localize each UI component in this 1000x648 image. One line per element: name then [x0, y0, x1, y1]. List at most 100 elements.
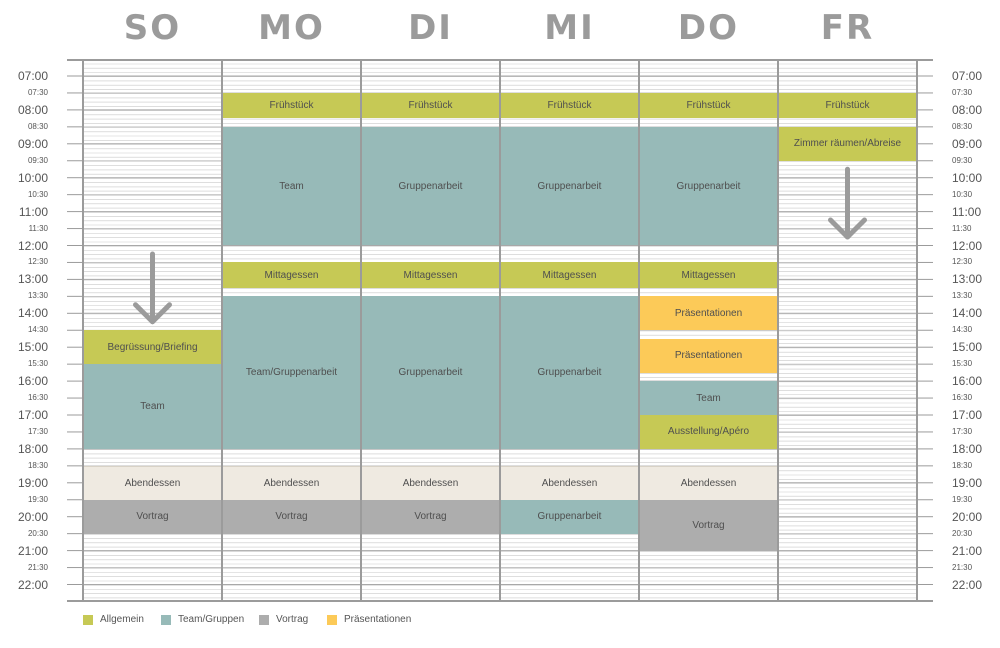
event-block: Team	[223, 126, 360, 246]
time-label-right: 08:00	[952, 102, 983, 117]
time-label-left: 17:00	[17, 408, 48, 422]
event-block: Vortrag	[640, 499, 777, 551]
time-label-right: 09:00	[952, 136, 983, 151]
day-header-mo: MO	[258, 8, 325, 48]
time-label-right: 14:00	[952, 306, 983, 321]
time-label-left: 14:00	[17, 306, 48, 321]
time-label-right: 13:00	[952, 272, 983, 287]
time-label-right: 21:30	[952, 562, 973, 572]
event-block: Ausstellung/Apéro	[640, 415, 777, 449]
time-label-left: 09:30	[27, 155, 48, 165]
day-header-so: SO	[123, 8, 182, 48]
event-block: Frühstück	[223, 92, 360, 119]
event-block: Begrüssung/Briefing	[84, 330, 221, 365]
legend-item-allgemein: Allgemein	[83, 614, 144, 625]
time-label-right: 20:30	[952, 528, 973, 538]
time-label-left: 17:30	[27, 426, 48, 436]
time-label-right: 18:30	[952, 460, 973, 470]
down-arrow-icon	[828, 166, 867, 240]
legend-swatch	[327, 614, 337, 625]
time-label-left: 18:00	[17, 441, 48, 456]
time-label-right: 19:30	[952, 494, 973, 504]
time-label-left: 12:00	[17, 238, 48, 253]
legend-label: Vortrag	[276, 614, 309, 625]
time-label-right: 12:00	[952, 238, 983, 253]
event-block: Gruppenarbeit	[501, 126, 638, 246]
time-label-left: 21:00	[17, 543, 48, 558]
time-label-right: 07:00	[952, 69, 983, 83]
time-label-right: 21:00	[952, 543, 983, 558]
time-label-left: 22:00	[17, 577, 48, 592]
time-label-left: 13:00	[17, 272, 48, 287]
time-label-right: 16:00	[952, 374, 983, 389]
legend-swatch	[83, 614, 93, 625]
time-label-left: 12:30	[27, 257, 48, 267]
event-block: Mittagessen	[362, 262, 499, 288]
event-block: Abendessen	[362, 465, 499, 500]
time-label-right: 15:30	[952, 359, 973, 369]
event-block: Mittagessen	[501, 262, 638, 288]
legend-label: Team/Gruppen	[178, 614, 245, 625]
time-label-left: 16:30	[27, 393, 48, 403]
time-label-right: 17:00	[952, 408, 983, 422]
time-label-right: 07:30	[952, 87, 973, 97]
time-label-left: 16:00	[17, 374, 48, 389]
time-label-left: 19:00	[17, 475, 48, 490]
time-label-right: 17:30	[952, 426, 973, 436]
event-block: Gruppenarbeit	[501, 296, 638, 449]
time-label-right: 11:00	[952, 204, 982, 219]
time-label-right: 10:30	[952, 189, 973, 199]
event-block: Gruppenarbeit	[362, 126, 499, 246]
time-label-left: 20:30	[27, 528, 48, 538]
day-header-mi: MI	[544, 8, 595, 48]
legend-swatch	[259, 614, 269, 625]
time-label-left: 09:00	[17, 136, 48, 151]
event-block: Frühstück	[779, 92, 916, 119]
event-block: Frühstück	[640, 92, 777, 119]
time-label-left: 11:00	[18, 204, 48, 219]
day-header-di: DI	[408, 8, 453, 48]
legend-item-praesentation: Präsentationen	[327, 614, 411, 625]
event-block: Team	[84, 364, 221, 449]
time-label-right: 08:30	[952, 121, 973, 131]
time-label-left: 07:30	[27, 87, 48, 97]
legend-label: Allgemein	[100, 614, 144, 625]
time-label-left: 15:00	[17, 340, 48, 355]
event-block: Abendessen	[84, 465, 221, 500]
legend-swatch	[161, 614, 171, 625]
time-label-right: 11:30	[952, 223, 972, 233]
event-block: Gruppenarbeit	[362, 296, 499, 449]
event-block: Team	[640, 381, 777, 415]
down-arrow-icon	[133, 251, 172, 325]
day-header-fr: FR	[820, 8, 875, 48]
time-label-right: 19:00	[952, 475, 983, 490]
time-label-right: 14:30	[952, 325, 973, 335]
time-label-right: 13:30	[952, 291, 973, 301]
event-block: Präsentationen	[640, 338, 777, 373]
event-block: Frühstück	[362, 92, 499, 119]
event-block: Mittagessen	[640, 262, 777, 288]
time-label-right: 15:00	[952, 340, 983, 355]
time-label-left: 10:30	[27, 189, 48, 199]
time-label-left: 11:30	[28, 223, 48, 233]
time-label-left: 21:30	[27, 562, 48, 572]
time-label-right: 10:00	[952, 170, 983, 185]
time-label-right: 20:00	[952, 509, 983, 524]
time-label-left: 18:30	[27, 460, 48, 470]
day-header-do: DO	[677, 8, 740, 48]
time-label-left: 19:30	[27, 494, 48, 504]
time-label-left: 20:00	[17, 509, 48, 524]
time-label-left: 08:30	[27, 121, 48, 131]
event-block: Vortrag	[362, 499, 499, 534]
time-label-right: 18:00	[952, 441, 983, 456]
event-block: Vortrag	[84, 499, 221, 534]
time-label-left: 14:30	[27, 325, 48, 335]
time-label-right: 09:30	[952, 155, 973, 165]
event-block: Zimmer räumen/Abreise	[779, 126, 916, 161]
event-block: Mittagessen	[223, 262, 360, 288]
time-label-left: 07:00	[17, 69, 48, 83]
event-block: Abendessen	[640, 465, 777, 500]
time-label-right: 16:30	[952, 393, 973, 403]
event-block: Gruppenarbeit	[501, 499, 638, 534]
